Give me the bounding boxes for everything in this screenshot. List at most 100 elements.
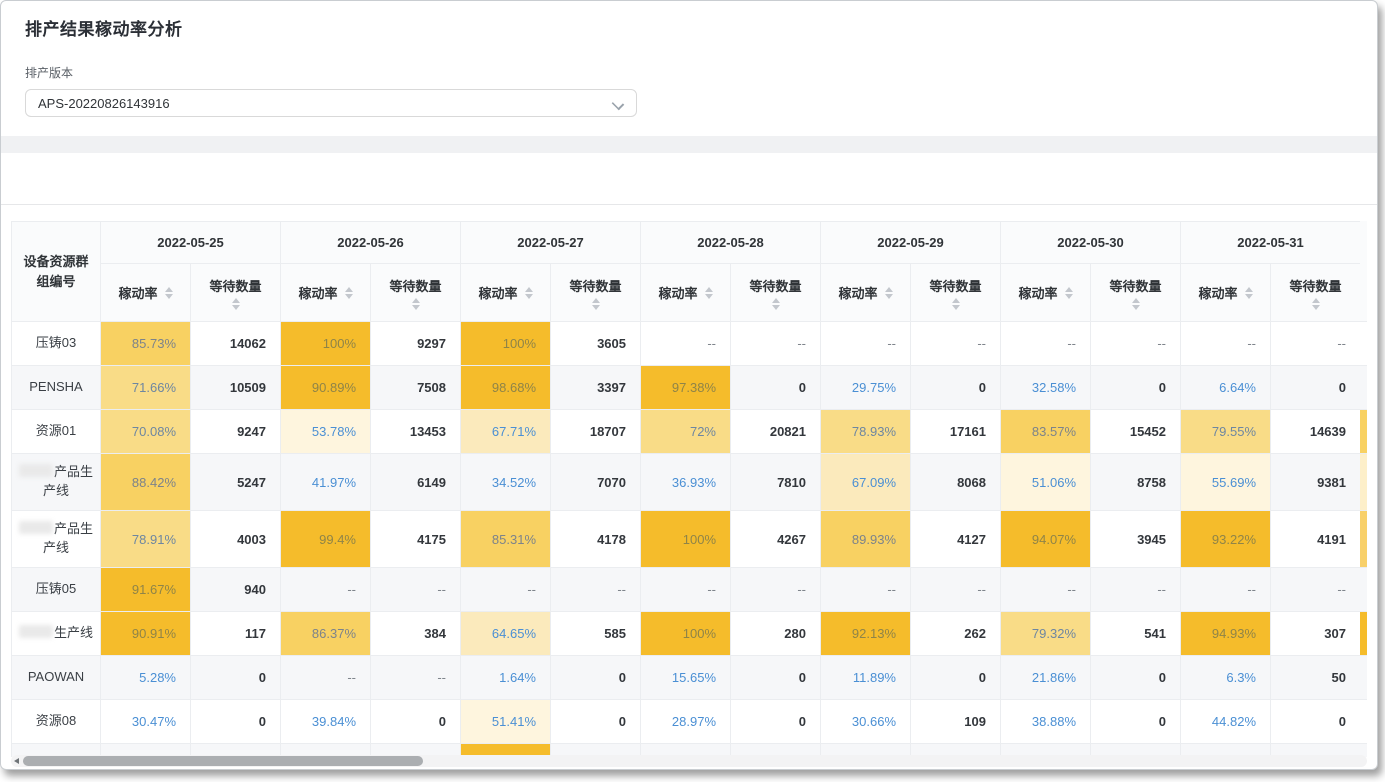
waiting-cell: 0: [1270, 365, 1361, 410]
rate-cell: 89.93%: [820, 510, 911, 568]
waiting-cell: 384: [370, 611, 461, 656]
rate-cell: 85.31%: [460, 510, 551, 568]
sort-carets-icon[interactable]: [591, 297, 600, 310]
sort-carets-icon[interactable]: [164, 286, 173, 299]
sort-carets-icon[interactable]: [1064, 286, 1073, 299]
rate-cell: --: [1000, 321, 1091, 366]
rate-header: 稼动率: [1018, 286, 1058, 301]
rate-cell: 29.75%: [820, 365, 911, 410]
rate-cell: 6.3%: [1180, 655, 1271, 700]
waiting-cell: 3945: [1090, 510, 1181, 568]
scroll-left-arrow-icon[interactable]: [14, 758, 19, 764]
rate-cell: 99.4%: [280, 510, 371, 568]
sort-carets-icon[interactable]: [1131, 297, 1140, 310]
waiting-cell: 541: [1090, 611, 1181, 656]
rate-cell: 94.93%: [1180, 611, 1271, 656]
sort-carets-icon[interactable]: [1311, 297, 1320, 310]
table-row: 压铸03 85.73% 14062 100% 9297 100% 3605 -- -- -- -- -…: [11, 321, 1361, 366]
rate-cell: 91.67%: [100, 567, 191, 612]
rate-cell: 6.64%: [1180, 365, 1271, 410]
rate-cell: 98.68%: [460, 365, 551, 410]
page-header: 排产结果稼动率分析: [1, 1, 1377, 40]
rate-cell: 38.88%: [1000, 699, 1091, 744]
waiting-cell: --: [1090, 321, 1181, 366]
waiting-cell: 8068: [910, 453, 1001, 511]
waiting-cell: 940: [190, 567, 281, 612]
table-row: 产品生产线 88.42% 5247 41.97% 6149 34.52% 7070 36.93…: [11, 453, 1361, 511]
waiting-cell: --: [730, 321, 821, 366]
waiting-header: 等待数量: [1109, 278, 1162, 294]
waiting-cell: --: [910, 567, 1001, 612]
sort-carets-icon[interactable]: [884, 286, 893, 299]
rate-header: 稼动率: [298, 286, 338, 301]
waiting-cell: 20821: [730, 409, 821, 454]
section-divider-band: [1, 136, 1377, 153]
waiting-cell: --: [1270, 567, 1361, 612]
rate-cell: 90.91%: [100, 611, 191, 656]
waiting-cell: --: [1270, 321, 1361, 366]
waiting-cell: 3605: [550, 321, 641, 366]
horizontal-scrollbar-thumb[interactable]: [23, 756, 423, 766]
rate-cell: 92.13%: [820, 611, 911, 656]
chevron-down-icon[interactable]: [612, 97, 624, 109]
waiting-cell: 15452: [1090, 409, 1181, 454]
sort-carets-icon[interactable]: [1244, 286, 1253, 299]
resource-group-name: 产品生产线: [11, 510, 101, 568]
waiting-cell: --: [910, 321, 1001, 366]
rate-cell: --: [280, 655, 371, 700]
date-group-header: 2022-05-27: [460, 221, 641, 264]
rate-cell: 34.52%: [460, 453, 551, 511]
horizontal-scrollbar[interactable]: [11, 755, 1367, 767]
waiting-cell: 4127: [910, 510, 1001, 568]
sort-carets-icon[interactable]: [411, 297, 420, 310]
waiting-cell: 262: [910, 611, 1001, 656]
rate-cell: --: [1000, 567, 1091, 612]
rate-cell: 11.89%: [820, 655, 911, 700]
waiting-cell: 0: [910, 655, 1001, 700]
sort-carets-icon[interactable]: [951, 297, 960, 310]
rate-cell: 30.66%: [820, 699, 911, 744]
waiting-header: 等待数量: [749, 278, 802, 294]
table-row: 资源08 30.47% 0 39.84% 0 51.41% 0 28.97% 0 30.66% 10…: [11, 699, 1361, 744]
app-window: 排产结果稼动率分析 排产版本 APS-20220826143916 设备资源群组…: [0, 0, 1378, 770]
waiting-cell: 109: [910, 699, 1001, 744]
waiting-cell: 0: [730, 655, 821, 700]
table-row: PAOWAN 5.28% 0 -- -- 1.64% 0 15.65% 0 11.89% 0 21.8…: [11, 655, 1361, 700]
rate-header: 稼动率: [1198, 286, 1238, 301]
waiting-cell: 280: [730, 611, 821, 656]
waiting-cell: 14062: [190, 321, 281, 366]
rate-cell: 94.07%: [1000, 510, 1091, 568]
sort-carets-icon[interactable]: [704, 286, 713, 299]
rate-cell: 44.82%: [1180, 699, 1271, 744]
rate-cell: 67.71%: [460, 409, 551, 454]
rate-cell: 83.57%: [1000, 409, 1091, 454]
sort-carets-icon[interactable]: [231, 297, 240, 310]
rate-cell: 97.38%: [640, 365, 731, 410]
rate-cell: 79.55%: [1180, 409, 1271, 454]
waiting-cell: 0: [190, 699, 281, 744]
waiting-cell: 14639: [1270, 409, 1361, 454]
sort-carets-icon[interactable]: [771, 297, 780, 310]
rate-cell: --: [820, 321, 911, 366]
resource-group-name: 生产线: [11, 611, 101, 656]
waiting-cell: 0: [730, 365, 821, 410]
redacted-name-prefix: [18, 464, 53, 478]
waiting-cell: --: [370, 655, 461, 700]
rate-cell: 70.08%: [100, 409, 191, 454]
page-title: 排产结果稼动率分析: [25, 20, 183, 39]
waiting-cell: 13453: [370, 409, 461, 454]
rate-cell: 28.97%: [640, 699, 731, 744]
waiting-cell: 5247: [190, 453, 281, 511]
waiting-cell: 3397: [550, 365, 641, 410]
resource-group-name: 资源08: [11, 699, 101, 744]
sort-carets-icon[interactable]: [344, 286, 353, 299]
sort-carets-icon[interactable]: [524, 286, 533, 299]
waiting-cell: 0: [550, 699, 641, 744]
waiting-cell: 0: [1090, 699, 1181, 744]
rate-cell: 51.06%: [1000, 453, 1091, 511]
table-row: 产品生产线 78.91% 4003 99.4% 4175 85.31% 4178 100% 42…: [11, 510, 1361, 568]
version-select[interactable]: APS-20220826143916: [25, 89, 637, 117]
waiting-cell: 4178: [550, 510, 641, 568]
version-select-value: APS-20220826143916: [38, 95, 170, 111]
waiting-header: 等待数量: [1289, 278, 1342, 294]
